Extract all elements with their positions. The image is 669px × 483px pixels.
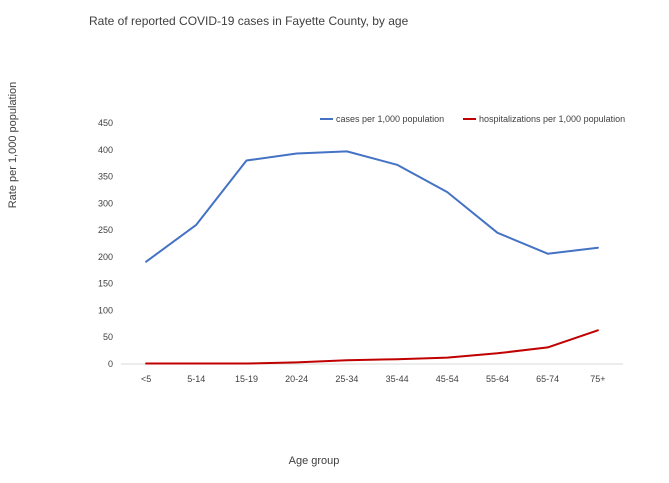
y-tick-label: 350 — [98, 172, 113, 182]
y-tick-label: 450 — [98, 118, 113, 128]
x-tick-label: 25-34 — [335, 374, 358, 384]
y-tick-label: 200 — [98, 252, 113, 262]
y-tick-label: 50 — [103, 332, 113, 342]
y-tick-label: 100 — [98, 305, 113, 315]
x-tick-label: 5-14 — [187, 374, 205, 384]
x-tick-label: <5 — [141, 374, 151, 384]
y-tick-label: 250 — [98, 225, 113, 235]
x-tick-label: 75+ — [590, 374, 605, 384]
series-line-2 — [145, 329, 599, 365]
chart-title: Rate of reported COVID-19 cases in Fayet… — [89, 14, 409, 28]
legend: cases per 1,000 population hospitalizatio… — [320, 114, 625, 124]
series-line-1 — [145, 150, 599, 263]
y-tick-label: 150 — [98, 279, 113, 289]
legend-label: cases per 1,000 population — [336, 114, 444, 124]
series-lines — [145, 150, 599, 365]
y-tick-label: 0 — [108, 359, 113, 369]
x-tick-label: 65-74 — [536, 374, 559, 384]
y-tick-label: 300 — [98, 198, 113, 208]
x-tick-label: 55-64 — [486, 374, 509, 384]
x-tick-label: 20-24 — [285, 374, 308, 384]
x-tick-label: 45-54 — [436, 374, 459, 384]
legend-label: hospitalizations per 1,000 population — [479, 114, 625, 124]
x-tick-label: 15-19 — [235, 374, 258, 384]
x-axis-ticks: <5 5-14 15-19 20-24 25-34 35-44 45-54 55-64 65-7… — [141, 374, 606, 384]
x-tick-label: 35-44 — [386, 374, 409, 384]
x-axis-title: Age group — [288, 455, 340, 467]
y-tick-label: 400 — [98, 145, 113, 155]
y-axis-ticks: 0 50 100 150 200 250 300 350 400 450 — [98, 118, 113, 369]
